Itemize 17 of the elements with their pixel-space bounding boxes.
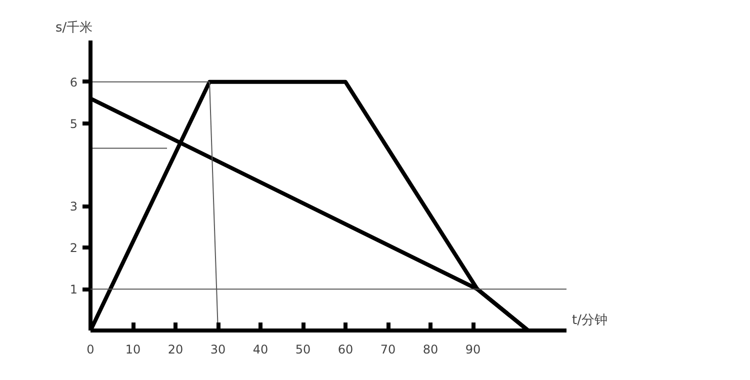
x-tick-label: 20	[168, 342, 184, 356]
x-axis-title: t/分钟	[572, 312, 608, 330]
x-tick-label: 10	[125, 342, 141, 356]
y-tick-label: 2	[70, 241, 78, 256]
x-tick-label: 40	[252, 342, 268, 356]
x-tick-label: 80	[422, 342, 438, 356]
y-tick-label: 3	[70, 200, 78, 214]
y-tick-label: 5	[70, 116, 78, 131]
x-tick-label: 60	[338, 342, 354, 356]
x-tick-label: 50	[295, 342, 311, 356]
x-tick-label: 90	[465, 342, 481, 356]
x-tick-label: 0	[86, 342, 94, 356]
y-axis-title: s/千米	[56, 20, 93, 36]
x-tick-label: 30	[210, 342, 226, 356]
y-tick-label: 1	[70, 282, 78, 297]
y-tick-label: 6	[70, 75, 78, 90]
x-tick-label: 70	[380, 342, 396, 356]
